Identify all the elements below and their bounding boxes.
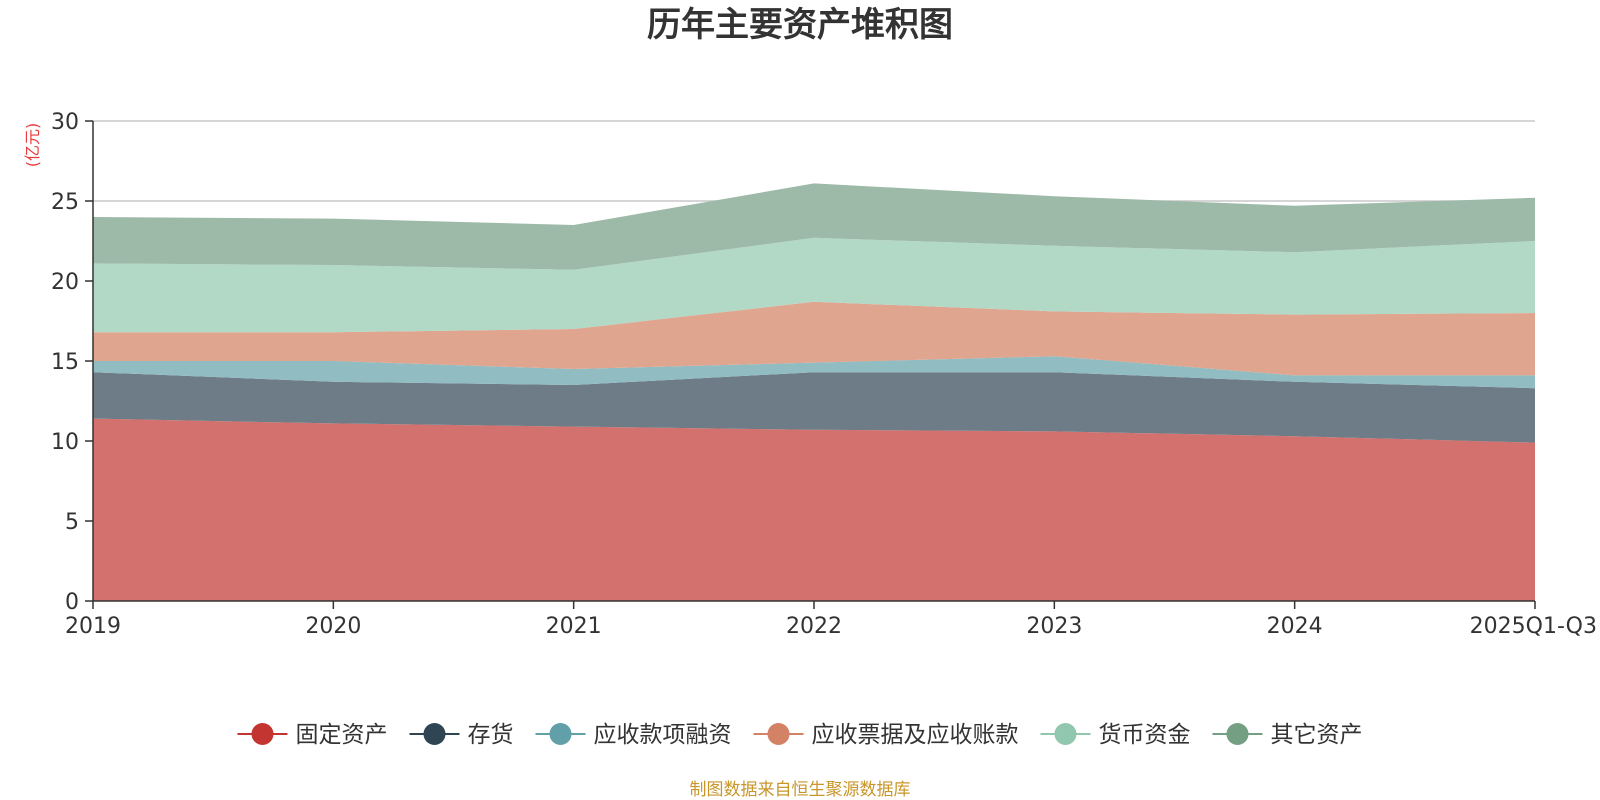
area-series-6[interactable] — [93, 183, 1535, 270]
area-series-3[interactable] — [93, 356, 1535, 389]
legend-marker-dot — [767, 723, 790, 745]
legend-marker-dot — [423, 723, 446, 745]
x-tick-label-4: 2022 — [786, 614, 842, 639]
legend-item-1[interactable]: 固定资产 — [237, 722, 388, 748]
x-tick-label-6: 2024 — [1267, 614, 1323, 639]
legend-item-4[interactable]: 应收票据及应收账款 — [753, 722, 1019, 748]
area-series-group — [93, 183, 1535, 601]
legend-item-6[interactable]: 其它资产 — [1212, 722, 1363, 748]
y-tick-label-25: 25 — [51, 190, 79, 215]
area-series-5[interactable] — [93, 237, 1535, 333]
legend-item-2[interactable]: 存货 — [409, 722, 514, 748]
y-tick-label-0: 0 — [65, 590, 79, 615]
x-tick-label-5: 2023 — [1026, 614, 1082, 639]
x-tick-label-2: 2020 — [305, 614, 361, 639]
legend-label: 应收款项融资 — [594, 722, 732, 748]
legend[interactable]: 固定资产 存货 应收款项融资 应收票据及应收账款 货币资金 其它资产 — [237, 722, 1363, 748]
chart-title: 历年主要资产堆积图 — [647, 5, 953, 45]
legend-label: 其它资产 — [1271, 722, 1363, 748]
legend-item-5[interactable]: 货币资金 — [1040, 722, 1191, 748]
legend-label: 货币资金 — [1099, 722, 1191, 748]
y-tick-label-15: 15 — [51, 350, 79, 375]
legend-marker-dot — [1054, 723, 1077, 745]
area-series-1[interactable] — [93, 418, 1535, 601]
x-tick-label-7: 2025Q1-Q3 — [1470, 614, 1597, 639]
legend-marker-dot — [549, 723, 572, 745]
source-note: 制图数据来自恒生聚源数据库 — [690, 780, 911, 800]
legend-label: 固定资产 — [296, 722, 388, 748]
y-axis-unit-label: (亿元) — [23, 123, 42, 168]
y-tick-label-10: 10 — [51, 430, 79, 455]
y-tick-label-5: 5 — [65, 510, 79, 535]
legend-label: 应收票据及应收账款 — [812, 722, 1019, 748]
area-series-2[interactable] — [93, 372, 1535, 443]
axes: 0 5 10 15 20 25 30 2019 2020 2021 2022 2023 2024 2025… — [51, 110, 1597, 639]
legend-item-3[interactable]: 应收款项融资 — [535, 722, 732, 748]
x-tick-label-3: 2021 — [546, 614, 602, 639]
y-tick-label-30: 30 — [51, 110, 79, 135]
legend-label: 存货 — [468, 722, 514, 748]
y-tick-label-20: 20 — [51, 270, 79, 295]
legend-marker-dot — [1226, 723, 1249, 745]
x-tick-label-1: 2019 — [65, 614, 121, 639]
legend-marker-dot — [251, 723, 274, 745]
area-series-4[interactable] — [93, 301, 1535, 376]
